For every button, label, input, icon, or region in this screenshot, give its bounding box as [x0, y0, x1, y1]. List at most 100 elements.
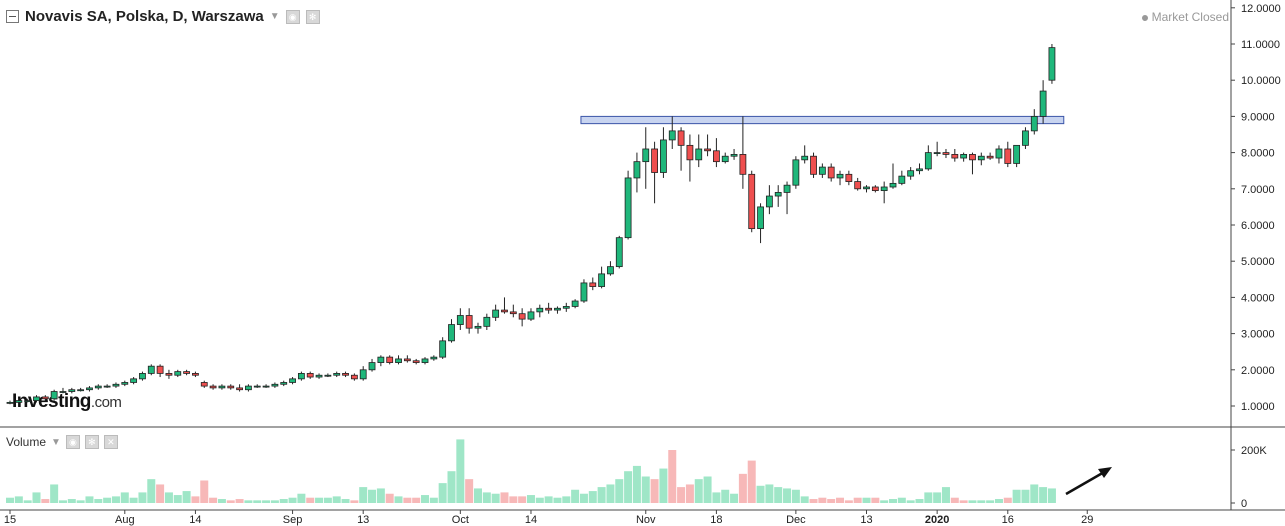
- volume-bar: [253, 500, 262, 503]
- candle-body: [121, 382, 129, 385]
- volume-bar: [500, 492, 509, 503]
- volume-bar: [659, 468, 668, 503]
- volume-bar: [350, 500, 359, 503]
- candle-body: [854, 181, 862, 190]
- status-dot-icon: [1141, 14, 1148, 21]
- candle-body: [200, 382, 208, 387]
- collapse-checkbox-icon[interactable]: [6, 10, 19, 23]
- candle-body: [554, 307, 561, 311]
- candle-body: [174, 371, 182, 376]
- candle-body: [289, 378, 296, 383]
- candle-body: [960, 154, 968, 159]
- candle-body: [571, 300, 579, 307]
- candle-body: [165, 373, 173, 376]
- gear-icon[interactable]: ✻: [84, 435, 99, 449]
- candle-body: [41, 396, 49, 400]
- volume-bar: [518, 496, 527, 503]
- eye-icon[interactable]: ◉: [285, 9, 300, 24]
- volume-bar: [438, 483, 447, 503]
- volume-bar: [173, 495, 182, 503]
- volume-bar: [730, 493, 739, 503]
- price-tick-label: 8.0000: [1241, 148, 1275, 160]
- logo-suffix: .com: [90, 394, 122, 411]
- candle-body: [686, 144, 694, 161]
- volume-bar: [818, 497, 827, 503]
- candle-body: [24, 400, 32, 402]
- candle-body: [660, 139, 667, 173]
- time-tick-label: 2020: [925, 514, 949, 526]
- candle-body: [827, 166, 835, 179]
- volume-bar: [385, 493, 394, 503]
- time-tick-label: Dec: [786, 514, 806, 526]
- candle-body: [721, 155, 729, 163]
- chevron-down-icon[interactable]: ▼: [51, 436, 61, 448]
- volume-bar: [1012, 489, 1021, 503]
- candle-body: [253, 385, 261, 388]
- candle-body: [77, 389, 85, 392]
- candle-body: [633, 161, 641, 179]
- candle-body: [147, 365, 155, 374]
- volume-bar: [579, 493, 588, 503]
- volume-bar: [1039, 487, 1048, 503]
- price-tick-label: 9.0000: [1241, 111, 1275, 123]
- candle-body: [810, 155, 817, 175]
- price-tick-label: 1.0000: [1241, 401, 1275, 413]
- volume-bar: [632, 465, 641, 503]
- volume-bar: [562, 496, 571, 503]
- price-tick-label: 7.0000: [1241, 184, 1275, 196]
- candle-body: [139, 373, 146, 380]
- volume-bar: [182, 491, 191, 503]
- candle-body: [227, 385, 235, 389]
- candle-body: [607, 266, 614, 275]
- time-tick-label: 15: [4, 514, 16, 526]
- volume-bar: [1021, 489, 1030, 503]
- price-tick-label: 4.0000: [1241, 292, 1275, 304]
- candle-body: [6, 401, 14, 404]
- time-tick-label: 13: [357, 514, 369, 526]
- candle-body: [1004, 148, 1012, 164]
- volume-bar: [721, 489, 730, 503]
- investing-logo: Investing.com: [12, 391, 122, 413]
- candle-body: [518, 313, 526, 320]
- candle-body: [898, 175, 906, 184]
- volume-header: Volume ▼ ◉ ✻ ✕: [6, 435, 118, 449]
- volume-bar: [103, 497, 112, 503]
- candle-body: [342, 373, 349, 376]
- candle-body: [792, 159, 800, 186]
- volume-bar: [412, 497, 421, 503]
- candle-body: [545, 307, 553, 311]
- candle-body: [1048, 47, 1056, 81]
- close-icon[interactable]: ✕: [103, 435, 118, 449]
- candle-body: [562, 306, 570, 309]
- gear-icon[interactable]: ✻: [305, 9, 320, 24]
- candle-body: [924, 152, 932, 170]
- volume-bar: [58, 500, 67, 503]
- volume-bar: [429, 497, 438, 503]
- volume-bar: [880, 500, 889, 503]
- candle-body: [421, 358, 429, 363]
- volume-bar: [800, 496, 809, 503]
- candle-body: [739, 154, 747, 175]
- volume-bar: [482, 492, 491, 503]
- volume-bar: [791, 489, 800, 503]
- volume-bar: [156, 484, 165, 503]
- volume-bar: [32, 492, 41, 503]
- volume-bar: [288, 497, 297, 503]
- volume-bar: [756, 485, 765, 503]
- eye-icon[interactable]: ◉: [65, 435, 80, 449]
- candle-body: [156, 365, 164, 374]
- volume-bar: [897, 497, 906, 503]
- candle-body: [589, 282, 597, 287]
- chevron-down-icon[interactable]: ▼: [269, 11, 280, 22]
- volume-bar: [685, 484, 694, 503]
- price-tick-label: 5.0000: [1241, 256, 1275, 268]
- price-tick-label: 3.0000: [1241, 329, 1275, 341]
- candle-body: [969, 154, 976, 161]
- volume-bar: [650, 479, 659, 503]
- volume-bar: [553, 497, 562, 503]
- volume-bar: [1030, 484, 1039, 503]
- candle-body: [33, 396, 40, 401]
- candle-body: [713, 150, 720, 163]
- volume-bar: [85, 496, 94, 503]
